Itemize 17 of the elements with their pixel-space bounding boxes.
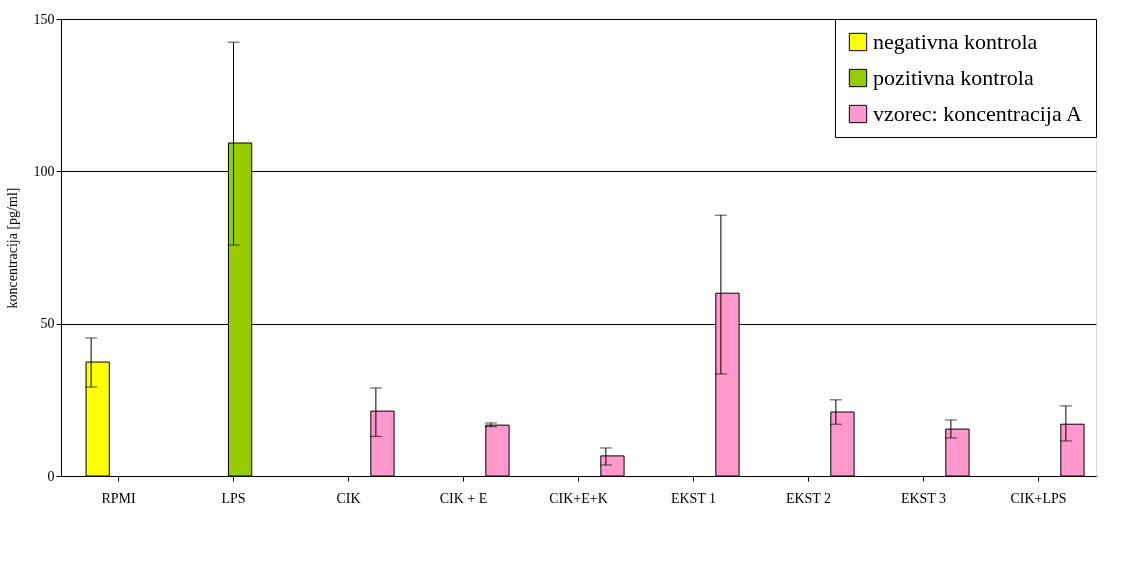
- x-tick-label: LPS: [221, 490, 246, 506]
- y-tick-label: 50: [40, 316, 55, 332]
- legend-label: negativna kontrola: [873, 29, 1038, 54]
- x-tick-label: EKST 1: [670, 490, 717, 506]
- y-tick-label: 0: [47, 468, 55, 484]
- y-axis-title: koncentracija [pg/ml]: [4, 187, 20, 309]
- x-tick-label: EKST 3: [900, 490, 947, 506]
- x-tick-label: CIK + E: [439, 490, 488, 506]
- legend-label: pozitivna kontrola: [873, 65, 1034, 90]
- y-tick-label: 100: [33, 163, 55, 179]
- x-tick-label: CIK+LPS: [1010, 490, 1067, 506]
- x-tick-label: CIK: [336, 490, 361, 506]
- legend-label: vzorec: koncentracija A: [873, 101, 1082, 126]
- x-tick-label: RPMI: [101, 490, 136, 506]
- y-tick-label: 150: [33, 11, 55, 27]
- x-tick-label: CIK+E+K: [549, 490, 608, 506]
- x-tick-label: EKST 2: [785, 490, 832, 506]
